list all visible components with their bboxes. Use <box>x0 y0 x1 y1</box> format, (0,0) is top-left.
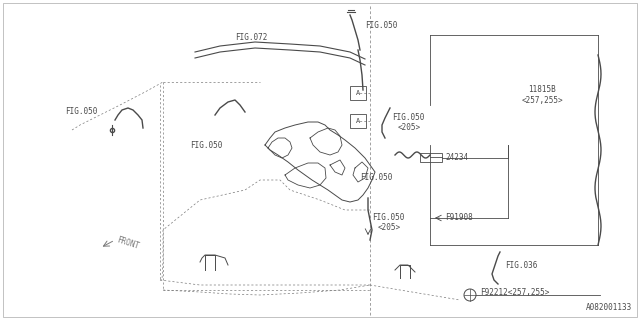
Text: 11815B: 11815B <box>528 85 556 94</box>
Text: <205>: <205> <box>398 124 421 132</box>
Text: F92212<257,255>: F92212<257,255> <box>480 287 549 297</box>
Text: <205>: <205> <box>378 223 401 233</box>
Text: FIG.072: FIG.072 <box>235 34 268 43</box>
Text: A082001133: A082001133 <box>586 303 632 312</box>
Text: A: A <box>356 118 360 124</box>
Text: FIG.050: FIG.050 <box>365 20 397 29</box>
Text: A: A <box>356 90 360 96</box>
Text: FIG.050: FIG.050 <box>360 173 392 182</box>
Bar <box>350 86 366 100</box>
Text: FIG.050: FIG.050 <box>190 140 222 149</box>
Text: FIG.050: FIG.050 <box>392 114 424 123</box>
Bar <box>350 114 366 128</box>
Text: FIG.050: FIG.050 <box>65 108 97 116</box>
Text: <257,255>: <257,255> <box>522 95 564 105</box>
Text: 24234: 24234 <box>445 154 468 163</box>
Text: FRONT: FRONT <box>116 235 141 251</box>
Bar <box>420 153 442 162</box>
Text: FIG.036: FIG.036 <box>505 260 538 269</box>
Text: F91908: F91908 <box>445 213 473 222</box>
Text: FIG.050: FIG.050 <box>372 213 404 222</box>
